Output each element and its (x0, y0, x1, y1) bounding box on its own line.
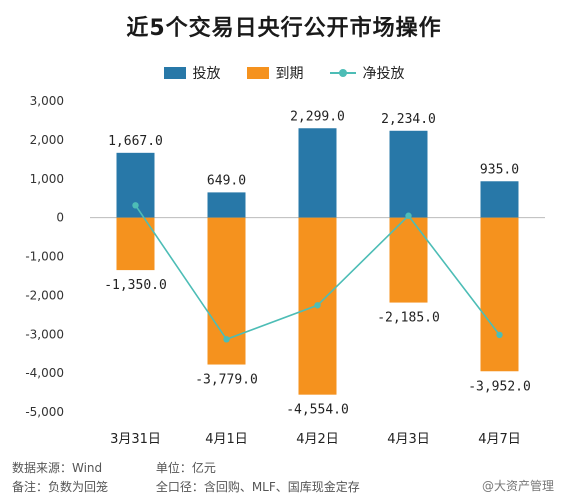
y-tick-label: 3,000 (30, 94, 64, 108)
footer-source: 数据来源：Wind (12, 461, 103, 475)
footer-scope: 全口径：含回购、MLF、国库现金定存 (155, 480, 360, 494)
y-tick-label: -4,000 (25, 366, 64, 380)
data-label-investment: 935.0 (480, 162, 519, 177)
data-label-maturity: -2,185.0 (377, 311, 440, 326)
legend-swatch-net (329, 67, 356, 79)
data-label-maturity: -3,952.0 (468, 379, 531, 394)
bar-maturity (480, 217, 519, 372)
footer-row-1: 数据来源：Wind 单位：亿元 (12, 459, 216, 476)
bar-maturity (389, 217, 428, 303)
y-tick-label: 2,000 (30, 133, 64, 147)
legend-swatch-maturity (246, 67, 269, 79)
legend: 投放 到期 净投放 (0, 62, 568, 84)
y-tick-label: -1,000 (25, 250, 64, 264)
bar-investment (207, 192, 246, 218)
data-label-investment: 1,667.0 (108, 134, 163, 149)
legend-label-net: 净投放 (362, 66, 405, 82)
legend-label-maturity: 到期 (275, 66, 304, 82)
legend-item-maturity: 到期 (246, 63, 304, 83)
y-tick-label: 1,000 (30, 172, 64, 186)
point-net-investment (496, 331, 503, 339)
data-label-investment: 2,299.0 (290, 109, 345, 124)
y-tick-label: 0 (56, 211, 64, 225)
x-tick-label: 4月1日 (205, 432, 248, 447)
data-label-maturity: -4,554.0 (286, 403, 349, 418)
y-tick-label: -3,000 (25, 327, 64, 341)
x-tick-label: 4月2日 (296, 432, 339, 447)
bar-investment (298, 128, 337, 218)
footer-unit: 单位：亿元 (155, 461, 216, 475)
bar-investment (480, 181, 519, 218)
data-label-investment: 2,234.0 (381, 112, 436, 127)
bar-investment (389, 130, 428, 218)
point-net-investment (223, 336, 230, 343)
x-tick-label: 4月3日 (387, 432, 430, 447)
legend-swatch-investment (163, 67, 186, 79)
watermark: @大资产管理 (481, 479, 554, 493)
y-tick-label: -5,000 (25, 405, 64, 419)
point-net-investment (405, 212, 412, 219)
x-tick-label: 3月31日 (110, 432, 161, 447)
data-label-investment: 649.0 (207, 173, 246, 188)
data-label-maturity: -1,350.0 (104, 278, 167, 293)
point-net-investment (314, 302, 321, 309)
y-tick-label: -2,000 (25, 288, 64, 302)
data-label-maturity: -3,779.0 (195, 373, 258, 388)
point-net-investment (132, 202, 139, 209)
footer-row-2: 备注：负数为回笼 全口径：含回购、MLF、国库现金定存 (12, 478, 360, 495)
legend-item-net: 净投放 (329, 63, 405, 83)
footer-note: 备注：负数为回笼 (12, 480, 109, 494)
legend-item-investment: 投放 (163, 63, 221, 83)
chart-title: 近5个交易日央行公开市场操作 (126, 16, 442, 41)
x-tick-label: 4月7日 (478, 432, 521, 447)
legend-label-investment: 投放 (192, 66, 221, 82)
bar-maturity (116, 217, 155, 271)
